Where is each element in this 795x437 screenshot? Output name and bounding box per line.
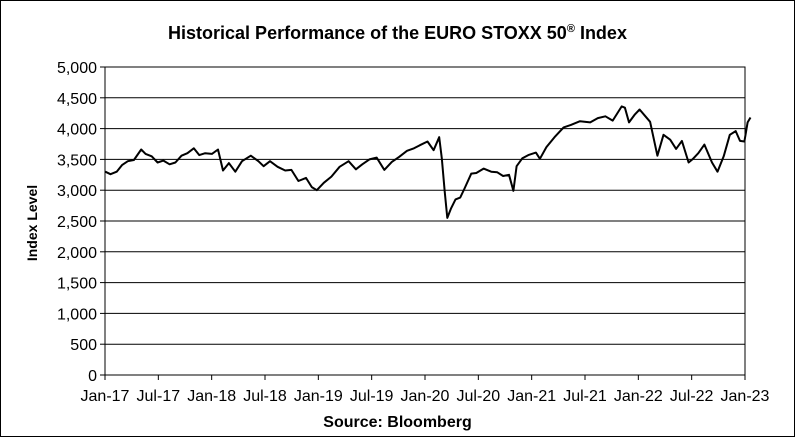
y-tick-label: 4,500 — [57, 91, 97, 108]
chart-title: Historical Performance of the EURO STOXX… — [168, 23, 627, 43]
x-tick-label: Jul-20 — [457, 388, 501, 405]
x-tick-label: Jan-18 — [187, 388, 236, 405]
y-tick-label: 4,000 — [57, 122, 97, 139]
x-tick-label: Jan-22 — [614, 388, 663, 405]
x-tick-label: Jul-18 — [243, 388, 287, 405]
x-tick-label: Jul-21 — [563, 388, 607, 405]
x-tick-label: Jul-22 — [670, 388, 714, 405]
y-tick-label: 3,000 — [57, 183, 97, 200]
y-tick-label: 0 — [88, 368, 97, 385]
x-tick-label: Jan-23 — [721, 388, 770, 405]
y-tick-label: 500 — [70, 337, 97, 354]
y-tick-label: 3,500 — [57, 152, 97, 169]
y-tick-label: 5,000 — [57, 60, 97, 77]
source-label: Source: Bloomberg — [323, 414, 472, 431]
x-tick-label: Jul-17 — [137, 388, 181, 405]
x-tick-label: Jan-19 — [294, 388, 343, 405]
plot-area — [104, 66, 746, 376]
y-tick-label: 1,000 — [57, 306, 97, 323]
y-axis-label: Index Level — [24, 184, 40, 262]
y-tick-label: 1,500 — [57, 276, 97, 293]
x-tick-label: Jan-17 — [81, 388, 130, 405]
registered-mark: ® — [566, 23, 575, 35]
x-tick-label: Jul-19 — [350, 388, 394, 405]
x-tick-label: Jan-20 — [401, 388, 450, 405]
y-tick-label: 2,000 — [57, 245, 97, 262]
y-tick-label: 2,500 — [57, 214, 97, 231]
x-tick-label: Jan-21 — [507, 388, 556, 405]
series-line — [104, 105, 752, 219]
